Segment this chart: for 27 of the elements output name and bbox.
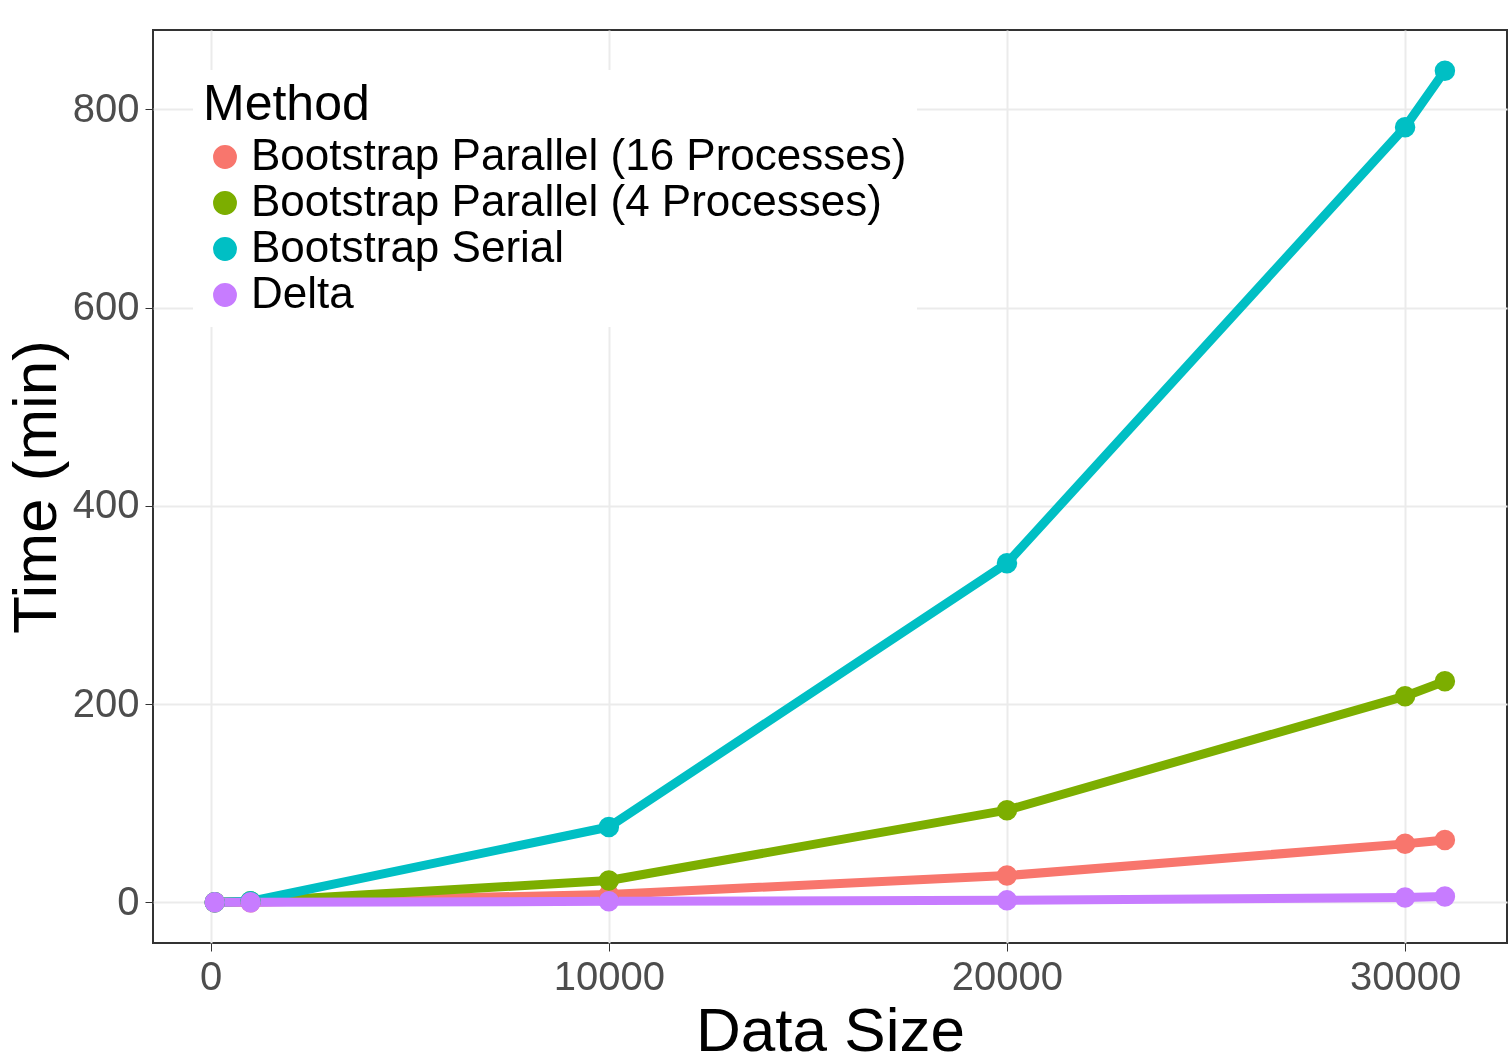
point	[1434, 671, 1456, 692]
point	[996, 553, 1018, 574]
y-tick-label: 0	[117, 878, 140, 923]
y-tick-label: 200	[72, 680, 140, 725]
y-tick-label: 600	[72, 284, 140, 329]
point	[1394, 116, 1416, 138]
legend-label: Delta	[251, 268, 355, 317]
point	[1394, 685, 1416, 707]
point	[996, 890, 1018, 911]
y-axis-title: Time (min)	[0, 340, 69, 634]
point	[1394, 887, 1416, 908]
point	[996, 865, 1018, 886]
x-tick-label: 30000	[1349, 953, 1462, 998]
y-tick-label: 400	[72, 482, 140, 527]
legend-title: Method	[203, 75, 370, 131]
y-tick-label: 800	[72, 85, 140, 130]
point	[1394, 833, 1416, 855]
x-tick-label: 0	[200, 953, 223, 998]
point	[598, 816, 620, 838]
point	[1434, 829, 1456, 851]
point	[1434, 886, 1456, 907]
point	[598, 870, 620, 891]
point	[996, 799, 1018, 821]
point	[1434, 60, 1456, 81]
legend-label: Bootstrap Parallel (16 Processes)	[251, 130, 907, 179]
x-tick-label: 10000	[553, 953, 665, 998]
point	[598, 891, 620, 912]
